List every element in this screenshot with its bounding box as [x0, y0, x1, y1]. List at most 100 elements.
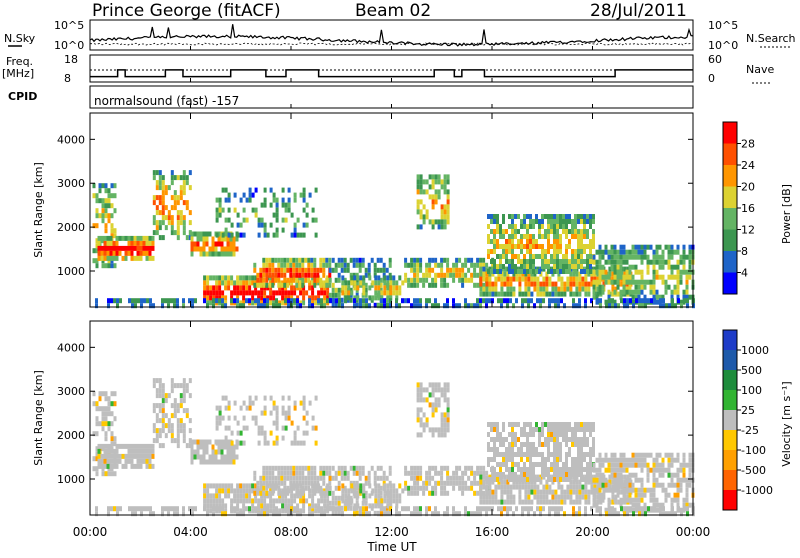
power-cell: [188, 210, 192, 216]
power-cell: [536, 276, 540, 282]
velocity-cell: [362, 511, 365, 517]
velocity-cell: [542, 484, 546, 490]
power-cell: [565, 254, 568, 259]
power-cell: [104, 208, 108, 214]
power-cell: [305, 202, 309, 208]
power-cell: [182, 220, 186, 226]
velocity-cell: [526, 432, 529, 437]
power-cell: [145, 245, 149, 251]
power-cell: [553, 219, 556, 224]
velocity-cell: [209, 493, 213, 499]
power-cell: [419, 189, 423, 195]
power-cell: [524, 276, 528, 282]
power-cell: [625, 269, 629, 275]
power-cell: [527, 281, 531, 287]
velocity-cell: [287, 498, 291, 504]
velocity-cell: [622, 497, 626, 503]
velocity-cell: [688, 482, 692, 488]
power-cell: [580, 249, 583, 254]
velocity-cell: [496, 477, 499, 482]
velocity-cell: [512, 479, 516, 485]
velocity-cell: [538, 432, 541, 437]
power-cell: [493, 244, 496, 249]
velocity-cell: [289, 470, 293, 476]
velocity-cell: [652, 492, 656, 498]
velocity-cell: [529, 442, 532, 447]
power-cell: [337, 272, 341, 278]
power-cell: [155, 230, 159, 236]
velocity-cell: [559, 422, 562, 427]
power-cell: [142, 245, 146, 251]
velocity-cell: [112, 458, 116, 464]
velocity-cell: [470, 465, 474, 471]
power-cell: [616, 269, 620, 275]
velocity-cell: [643, 457, 647, 463]
power-cell: [112, 245, 116, 251]
velocity-cell: [236, 488, 240, 494]
velocity-cell: [419, 392, 423, 398]
power-cell: [586, 229, 589, 234]
velocity-cell: [431, 387, 435, 393]
power-cell: [443, 282, 447, 288]
power-cell: [514, 214, 517, 219]
power-cell: [598, 274, 602, 280]
velocity-cell: [92, 391, 96, 397]
velocity-cell: [277, 485, 281, 491]
velocity-cell: [364, 475, 368, 481]
velocity-cell: [176, 443, 180, 449]
velocity-cell: [287, 511, 290, 517]
power-cell: [202, 241, 206, 247]
velocity-cell: [209, 508, 213, 514]
velocity-cell: [464, 506, 467, 512]
velocity-cell: [280, 480, 284, 486]
power-cell: [337, 262, 341, 268]
power-cell: [230, 298, 233, 304]
power-cell: [263, 295, 267, 301]
velocity-cell: [131, 511, 134, 517]
power-cell: [350, 275, 354, 281]
power-cell: [227, 192, 231, 198]
power-cell: [539, 281, 543, 287]
velocity-cell: [299, 493, 303, 499]
velocity-cell: [298, 480, 302, 486]
velocity-cell: [232, 454, 236, 460]
power-cell: [652, 269, 656, 275]
power-cell: [532, 254, 535, 259]
power-cell: [518, 291, 522, 297]
power-cell: [571, 229, 574, 234]
velocity-cell: [308, 503, 312, 509]
power-cell: [208, 246, 212, 252]
power-cell: [97, 250, 101, 256]
power-cell: [526, 259, 529, 264]
power-cell: [446, 272, 450, 278]
velocity-cell: [110, 506, 113, 512]
power-cell: [307, 272, 311, 278]
velocity-cell: [350, 483, 354, 489]
power-cell: [578, 281, 582, 287]
power-cell: [685, 284, 689, 290]
power-cell: [652, 274, 656, 280]
velocity-cell: [245, 488, 249, 494]
velocity-cell: [571, 427, 574, 432]
velocity-cell: [647, 506, 650, 512]
velocity-cell: [263, 395, 267, 401]
velocity-cell: [127, 443, 131, 449]
power-cell: [310, 272, 314, 278]
velocity-cell: [103, 443, 107, 449]
velocity-cell: [205, 449, 209, 455]
power-cell: [685, 289, 689, 295]
power-cell: [667, 259, 671, 265]
power-cell: [529, 219, 532, 224]
power-cell: [220, 236, 224, 242]
colorbar-swatch: [723, 143, 737, 165]
power-cell: [434, 189, 438, 195]
power-cell: [518, 286, 522, 292]
velocity-cell: [419, 475, 423, 481]
power-cell: [335, 298, 338, 304]
velocity-cell: [233, 400, 237, 406]
power-cell: [640, 249, 644, 255]
power-cell: [158, 175, 162, 181]
power-cell: [583, 249, 586, 254]
power-cell: [505, 259, 508, 264]
velocity-cell: [283, 480, 287, 486]
